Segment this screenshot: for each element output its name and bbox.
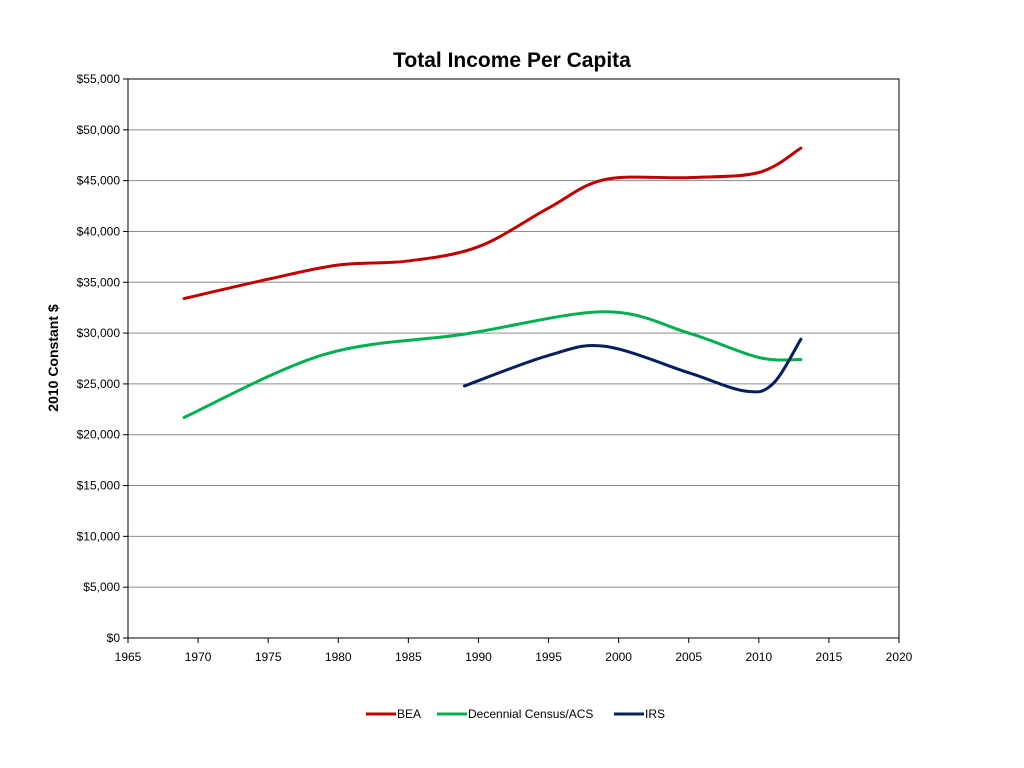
x-tick-label: 1975: [255, 650, 282, 664]
y-tick-label: $20,000: [77, 428, 121, 442]
legend: BEA Decennial Census/ACS IRS: [366, 707, 665, 721]
legend-item-irs: IRS: [614, 707, 665, 721]
y-tick-label: $15,000: [77, 479, 121, 493]
series-line-bea: [182, 146, 803, 301]
x-tick-label: 1990: [465, 650, 492, 664]
y-tick-label: $45,000: [77, 174, 121, 188]
x-tick-label: 2005: [675, 650, 702, 664]
x-tick-label: 1980: [325, 650, 352, 664]
y-axis-label: 2010 Constant $: [45, 304, 61, 412]
y-tick-label: $25,000: [77, 377, 121, 391]
y-axis-ticks: $0 $5,000 $10,000 $15,000 $20,000 $25,000 $30,…: [77, 72, 128, 645]
legend-item-bea: BEA: [366, 707, 421, 721]
legend-label: BEA: [397, 707, 421, 721]
legend-item-decennial-census-acs: Decennial Census/ACS: [437, 707, 593, 721]
series-line-decennial-census-acs: [182, 310, 803, 419]
x-tick-label: 1965: [115, 650, 142, 664]
x-tick-label: 1985: [395, 650, 422, 664]
x-tick-label: 1970: [185, 650, 212, 664]
y-tick-label: $40,000: [77, 224, 121, 238]
plot-area: [127, 78, 900, 639]
y-tick-label: $5,000: [83, 580, 120, 594]
x-axis-ticks: 1965 1970 1975 1980 1985 1990 1995 2000 2005 2010…: [115, 638, 913, 664]
legend-label: Decennial Census/ACS: [468, 707, 593, 721]
y-tick-label: $30,000: [77, 326, 121, 340]
x-tick-label: 2010: [745, 650, 772, 664]
series-line-irs: [462, 337, 803, 394]
chart-title: Total Income Per Capita: [393, 49, 631, 72]
y-tick-label: $35,000: [77, 275, 121, 289]
y-tick-label: $50,000: [77, 123, 121, 137]
y-tick-label: $0: [107, 631, 121, 645]
x-tick-label: 2020: [886, 650, 913, 664]
series-lines: [182, 146, 803, 419]
legend-label: IRS: [645, 707, 665, 721]
y-tick-label: $10,000: [77, 529, 121, 543]
y-tick-label: $55,000: [77, 72, 121, 86]
x-tick-label: 2015: [816, 650, 843, 664]
x-tick-label: 1995: [535, 650, 562, 664]
x-tick-label: 2000: [605, 650, 632, 664]
